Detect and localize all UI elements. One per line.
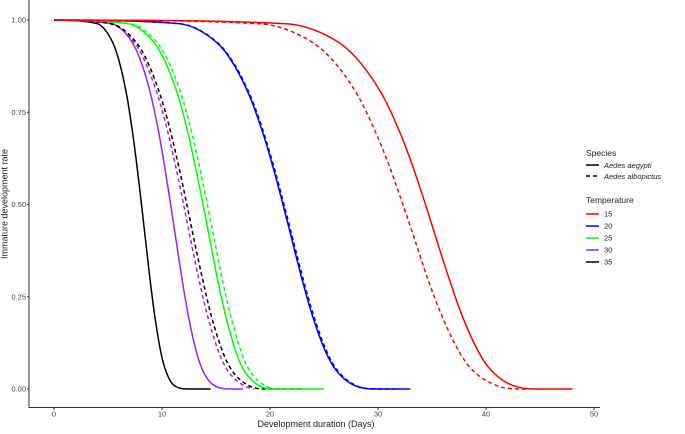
- y-axis-title: Immature development rate: [0, 149, 10, 259]
- x-tick-label: 40: [482, 410, 490, 419]
- series-line-albopictus-35: [53, 19, 303, 390]
- legend-label: 25: [604, 234, 612, 243]
- legend-item-temp-15: 15: [586, 210, 612, 219]
- legend-temperatures: 15 20 25 30 35: [586, 210, 612, 267]
- legend-item-temp-25: 25: [586, 234, 612, 243]
- legend-item-temp-35: 35: [586, 258, 612, 267]
- y-tick-label: 0.00: [11, 385, 26, 394]
- x-tick-label: 30: [374, 410, 382, 419]
- series-line-albopictus-25: [53, 19, 303, 390]
- x-axis-title: Development duration (Days): [257, 419, 374, 429]
- legend-item-temp-30: 30: [586, 246, 612, 255]
- series-line-albopictus-30: [53, 19, 255, 390]
- y-tick-label: 0.75: [11, 108, 26, 117]
- series-line-albopictus-20: [53, 19, 400, 390]
- legend-item-temp-20: 20: [586, 222, 612, 231]
- series-line-aegypti-15: [53, 19, 573, 390]
- series-line-aegypti-35: [53, 19, 211, 390]
- legend-label: 30: [604, 246, 612, 255]
- legend-label: Aedes aegypti: [603, 161, 652, 170]
- x-tick-label: 50: [590, 410, 598, 419]
- plot-lines: [53, 19, 573, 390]
- legend-label: Aedes albopictus: [603, 172, 661, 181]
- x-tick-label: 10: [158, 410, 166, 419]
- legend-species-title: Species: [586, 148, 616, 158]
- legend-label: 15: [604, 210, 612, 219]
- y-ticks: 0.00 0.25 0.50 0.75 1.00: [11, 16, 29, 394]
- series-line-aegypti-20: [53, 19, 411, 390]
- x-tick-label: 0: [52, 410, 56, 419]
- x-tick-label: 20: [266, 410, 274, 419]
- x-ticks: 0 10 20 30 40 50: [52, 407, 598, 419]
- legend-item-albopictus: Aedes albopictus: [586, 172, 661, 181]
- legend-label: 35: [604, 258, 612, 267]
- series-line-aegypti-30: [53, 19, 243, 390]
- legend-item-aegypti: Aedes aegypti: [586, 161, 652, 170]
- y-tick-label: 1.00: [11, 16, 26, 25]
- y-tick-label: 0.25: [11, 292, 26, 301]
- series-line-aegypti-25: [53, 19, 324, 390]
- y-tick-label: 0.50: [11, 200, 26, 209]
- legend-temperature-title: Temperature: [586, 195, 634, 205]
- legend-label: 20: [604, 222, 612, 231]
- series-line-albopictus-15: [53, 19, 530, 390]
- legend: Species Aedes aegypti Aedes albopictus T…: [586, 148, 661, 267]
